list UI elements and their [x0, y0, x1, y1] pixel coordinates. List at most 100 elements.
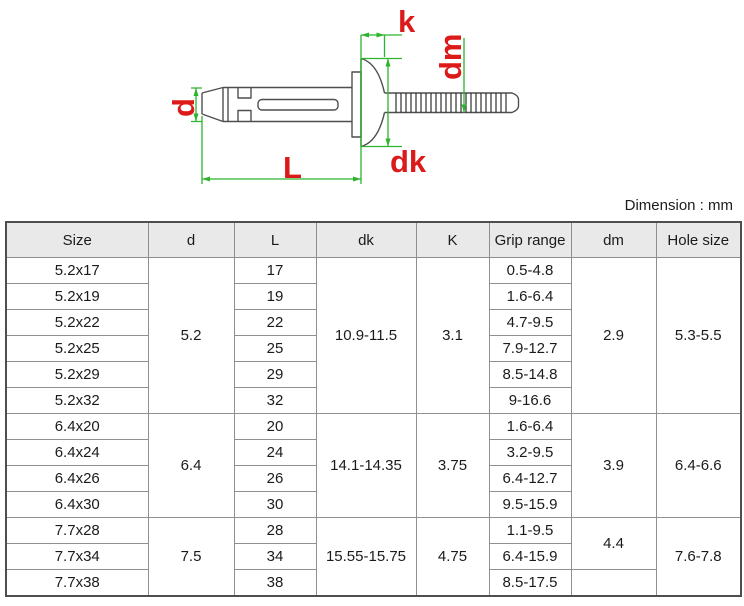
rivet-grooves [237, 87, 252, 122]
hole-size-cell: 7.6-7.8 [655, 517, 742, 597]
size-cell: 6.4x26 [5, 465, 149, 492]
rivet-mandrel-tip [505, 92, 520, 114]
grip-range-cell: 8.5-17.5 [488, 569, 572, 597]
k-cell: 4.75 [415, 517, 490, 597]
dm-cell: 4.4 [570, 517, 657, 570]
label-L: L [283, 150, 302, 185]
column-header-grip-range: Grip range [488, 221, 572, 258]
dimension-labels: d k dm dk L [166, 4, 468, 185]
size-cell: 5.2x32 [5, 387, 149, 414]
grip-range-cell: 8.5-14.8 [488, 361, 572, 388]
l-cell: 24 [233, 439, 317, 466]
grip-range-cell: 1.1-9.5 [488, 517, 572, 544]
column-header-size: Size [5, 221, 149, 258]
d-cell: 7.5 [147, 517, 235, 597]
size-cell: 5.2x22 [5, 309, 149, 336]
grip-range-cell: 1.6-6.4 [488, 283, 572, 310]
label-k: k [398, 4, 416, 39]
dm-cell: 3.9 [570, 413, 657, 518]
table-row: 7.7x38 38 8.5-17.5 [5, 569, 741, 597]
grip-range-cell: 1.6-6.4 [488, 413, 572, 440]
label-dm: dm [433, 34, 468, 81]
l-cell: 22 [233, 309, 317, 336]
size-cell: 5.2x29 [5, 361, 149, 388]
rivet-threads [395, 93, 502, 113]
column-header-k: K [415, 221, 490, 258]
l-cell: 20 [233, 413, 317, 440]
rivet-diagram: d k dm dk L [166, 4, 520, 185]
rivet-dome [360, 57, 386, 148]
rivet-shaft [223, 86, 352, 123]
table-row: 6.4x26 26 6.4-12.7 [5, 465, 741, 492]
dk-dimension-line [361, 57, 402, 148]
dk-cell: 14.1-14.35 [315, 413, 417, 518]
dk-cell: 15.55-15.75 [315, 517, 417, 597]
dimension-lines [191, 34, 465, 184]
l-cell: 29 [233, 361, 317, 388]
column-header-dm: dm [570, 221, 657, 258]
table-row: 7.7x28 7.5 28 15.55-15.75 4.75 1.1-9.5 4.4 7.6-… [5, 517, 742, 597]
size-cell: 5.2x19 [5, 283, 149, 310]
k-dimension-line [361, 34, 402, 57]
grip-range-cell: 0.5-4.8 [488, 257, 572, 284]
size-cell: 5.2x25 [5, 335, 149, 362]
grip-range-cell: 7.9-12.7 [488, 335, 572, 362]
size-cell: 5.2x17 [5, 257, 149, 284]
table-row: 6.4x20 6.4 20 14.1-14.35 3.75 1.6-6.4 3.9 6.4-6… [5, 413, 742, 518]
l-cell: 26 [233, 465, 317, 492]
k-cell: 3.1 [415, 257, 490, 414]
d-cell: 5.2 [147, 257, 235, 414]
table-row: 5.2x17 5.2 17 10.9-11.5 3.1 0.5-4.8 2.9 5.3-5.5 [5, 257, 742, 414]
grip-range-cell: 4.7-9.5 [488, 309, 572, 336]
l-cell: 32 [233, 387, 317, 414]
grip-range-cell: 3.2-9.5 [488, 439, 572, 466]
rivet-slot [257, 98, 339, 111]
dimension-arrowheads [193, 32, 467, 182]
size-cell: 6.4x30 [5, 491, 149, 518]
size-cell: 7.7x34 [5, 543, 149, 570]
spec-table-body: 5.2x17 5.2 17 10.9-11.5 3.1 0.5-4.8 2.9 5.3-5.5… [5, 257, 742, 597]
k-cell: 3.75 [415, 413, 490, 518]
l-dimension-line [201, 35, 362, 184]
rivet-flange [351, 71, 362, 138]
label-d: d [166, 98, 201, 117]
l-cell: 28 [233, 517, 317, 544]
table-row: 5.2x22 22 4.7-9.5 [5, 309, 741, 336]
column-header-l: L [233, 221, 317, 258]
l-cell: 17 [233, 257, 317, 284]
grip-range-cell: 9-16.6 [488, 387, 572, 414]
label-dk: dk [390, 144, 427, 179]
table-row: 5.2x29 29 8.5-14.8 [5, 361, 741, 388]
dk-cell: 10.9-11.5 [315, 257, 417, 414]
column-header-dk: dk [315, 221, 417, 258]
dimension-unit-note: Dimension : mm [624, 197, 733, 214]
l-cell: 38 [233, 569, 317, 597]
l-cell: 25 [233, 335, 317, 362]
dm-cell: 2.9 [570, 257, 657, 414]
table-row: 7.7x34 34 6.4-15.9 [5, 543, 741, 570]
size-cell: 7.7x28 [5, 517, 149, 544]
column-header-d: d [147, 221, 235, 258]
l-cell: 19 [233, 283, 317, 310]
hole-size-cell: 6.4-6.6 [655, 413, 742, 518]
l-cell: 34 [233, 543, 317, 570]
grip-range-cell: 6.4-12.7 [488, 465, 572, 492]
column-header-hole-size: Hole size [655, 221, 742, 258]
rivet-nose [201, 86, 224, 123]
d-cell: 6.4 [147, 413, 235, 518]
table-row: 5.2x25 25 7.9-12.7 [5, 335, 741, 362]
grip-range-cell: 9.5-15.9 [488, 491, 572, 518]
hole-size-cell: 5.3-5.5 [655, 257, 742, 414]
rivet-mandrel [384, 92, 506, 114]
table-row: 5.2x32 32 9-16.6 [5, 387, 741, 414]
size-cell: 7.7x38 [5, 569, 149, 597]
dm-empty-cell [570, 569, 657, 597]
grip-range-cell: 6.4-15.9 [488, 543, 572, 570]
size-cell: 6.4x20 [5, 413, 149, 440]
l-cell: 30 [233, 491, 317, 518]
size-cell: 6.4x24 [5, 439, 149, 466]
